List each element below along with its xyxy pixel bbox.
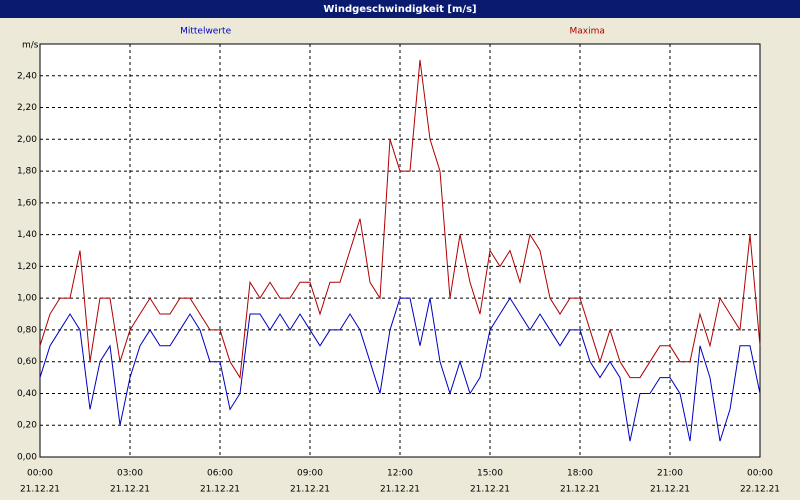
x-tick-date: 21.12.21 (650, 485, 690, 495)
x-tick-date: 21.12.21 (560, 485, 600, 495)
legend-entry: Mittelwerte (180, 27, 231, 37)
x-tick-label: 03:00 (117, 469, 143, 479)
x-tick-label: 12:00 (387, 469, 413, 479)
title-bar (0, 0, 800, 18)
x-tick-label: 00:00 (747, 469, 773, 479)
x-tick-label: 15:00 (477, 469, 503, 479)
y-tick-label: 1,40 (17, 230, 37, 240)
x-tick-label: 18:00 (567, 469, 593, 479)
x-tick-date: 22.12.21 (740, 485, 780, 495)
x-tick-date: 21.12.21 (110, 485, 150, 495)
y-tick-label: 2,20 (17, 103, 37, 113)
y-tick-label: 2,00 (17, 135, 37, 145)
y-tick-label: 1,00 (17, 294, 37, 304)
x-tick-date: 21.12.21 (470, 485, 510, 495)
y-tick-label: 1,80 (17, 167, 37, 177)
y-tick-label: 0,60 (17, 357, 37, 367)
series-line (39, 59, 761, 380)
x-tick-date: 21.12.21 (380, 485, 420, 495)
y-tick-label: 0,40 (17, 389, 37, 399)
y-tick-label: 1,60 (17, 198, 37, 208)
y-tick-label: 2,40 (17, 71, 37, 81)
y-tick-label: 1,20 (17, 262, 37, 272)
x-tick-label: 06:00 (207, 469, 233, 479)
chart-title: Windgeschwindigkeit [m/s] (323, 4, 476, 15)
y-unit: m/s (22, 41, 39, 51)
y-tick-label: 0,00 (17, 453, 37, 463)
series-line (39, 297, 761, 442)
legend-entry: Maxima (570, 27, 605, 37)
x-tick-date: 21.12.21 (20, 485, 60, 495)
x-tick-label: 09:00 (297, 469, 323, 479)
x-tick-label: 00:00 (27, 469, 53, 479)
x-tick-date: 21.12.21 (200, 485, 240, 495)
x-tick-date: 21.12.21 (290, 485, 330, 495)
x-tick-label: 21:00 (657, 469, 683, 479)
y-tick-label: 0,80 (17, 325, 37, 335)
y-tick-label: 0,20 (17, 421, 37, 431)
